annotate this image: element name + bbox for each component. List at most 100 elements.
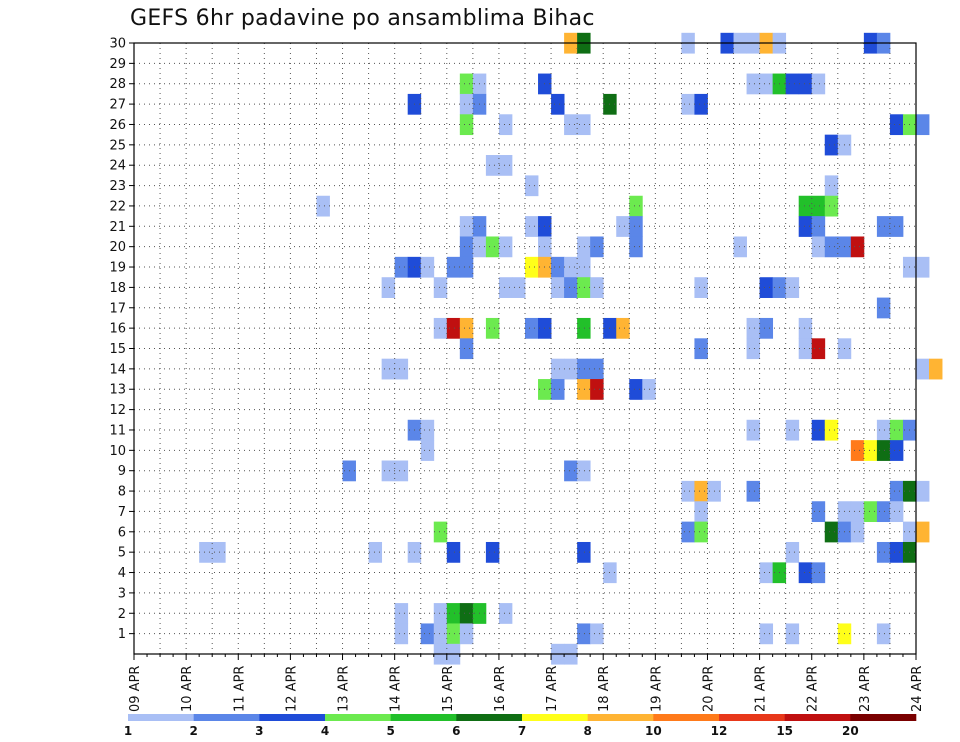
colorbar-swatch	[259, 714, 326, 721]
heatmap-cell	[485, 236, 500, 258]
heatmap-cell	[394, 623, 409, 645]
heatmap-cell	[577, 114, 591, 136]
heatmap-cell	[446, 541, 461, 563]
y-tick-label: 4	[118, 566, 126, 581]
heatmap-cell	[694, 521, 708, 543]
heatmap-cell	[590, 236, 604, 258]
heatmap-cell	[811, 216, 826, 237]
heatmap-cell	[381, 358, 396, 380]
heatmap-cell	[446, 623, 461, 645]
heatmap-cell	[863, 440, 878, 461]
heatmap-cell	[811, 501, 826, 523]
heatmap-cell	[485, 541, 500, 563]
y-tick-label: 22	[109, 199, 126, 214]
colorbar-label: 1	[124, 724, 132, 738]
x-tick-label: 24 APR	[910, 666, 925, 712]
heatmap-cell	[746, 480, 760, 502]
heatmap-cell	[746, 73, 760, 95]
heatmap-cell	[746, 317, 760, 339]
heatmap-cell	[420, 256, 435, 278]
y-tick-label: 30	[109, 37, 126, 52]
heatmap-cell	[681, 480, 695, 502]
colorbar-label: 6	[452, 724, 460, 738]
heatmap-cell	[759, 562, 774, 584]
heatmap-cell	[551, 256, 565, 278]
heatmap-cell	[564, 277, 578, 298]
heatmap-cell	[916, 358, 930, 380]
colorbar-label: 7	[518, 724, 526, 738]
colorbar-legend: 1 2 3 4 5 6 7 8 10 12 15 20	[124, 714, 917, 738]
heatmap-cell	[564, 358, 578, 380]
heatmap-cell	[824, 134, 839, 156]
y-tick-label: 28	[109, 77, 126, 92]
heatmap-cell	[811, 338, 826, 360]
heatmap-cell	[459, 114, 474, 136]
heatmap-cell	[785, 73, 800, 95]
heatmap-cell	[889, 114, 904, 136]
heatmap-cell	[681, 93, 695, 115]
heatmap-cell	[850, 440, 865, 461]
colorbar-label: 2	[189, 724, 197, 738]
y-tick-label: 19	[109, 261, 126, 276]
heatmap-cell	[525, 216, 539, 237]
heatmap-cell	[381, 277, 396, 298]
heatmap-cell	[876, 623, 891, 645]
heatmap-cell	[824, 521, 839, 543]
heatmap-cell	[551, 277, 565, 298]
heatmap-cell	[798, 338, 813, 360]
y-tick-label: 15	[109, 342, 126, 357]
heatmap-cell	[746, 419, 760, 441]
colorbar-label: 4	[321, 724, 329, 738]
y-tick-label: 7	[118, 505, 126, 520]
heatmap-cell	[577, 236, 591, 258]
heatmap-cell	[889, 216, 904, 237]
heatmap-cell	[577, 256, 591, 278]
y-tick-label: 12	[109, 403, 126, 418]
heatmap-cell	[759, 73, 774, 95]
heatmap-cell	[551, 379, 565, 400]
heatmap-cell	[850, 236, 865, 258]
heatmap-cell	[811, 419, 826, 441]
y-tick-label: 24	[109, 159, 126, 174]
heatmap-cell	[824, 195, 839, 217]
colorbar-swatch	[456, 714, 523, 721]
heatmap-cell	[785, 541, 800, 563]
heatmap-cell	[811, 73, 826, 95]
colorbar-label: 8	[583, 724, 591, 738]
heatmap-cell	[876, 541, 891, 563]
heatmap-cell	[577, 460, 591, 482]
colorbar-label: 3	[255, 724, 263, 738]
heatmap-cell	[433, 317, 448, 339]
heatmap-cell	[485, 317, 500, 339]
heatmap-cell	[916, 114, 930, 136]
heatmap-cell	[564, 114, 578, 136]
y-tick-label: 2	[118, 607, 126, 622]
colorbar-swatch	[325, 714, 391, 721]
heatmap-cell	[590, 379, 604, 400]
heatmap-cell	[525, 175, 539, 197]
heatmap-cell	[798, 317, 813, 339]
heatmap-cell	[759, 317, 774, 339]
heatmap-cell	[798, 216, 813, 237]
x-tick-label: 15 APR	[441, 666, 456, 712]
colorbar-swatch	[522, 714, 588, 721]
heatmap-cell	[889, 541, 904, 563]
heatmap-cell	[459, 236, 474, 258]
heatmap-cell	[459, 256, 474, 278]
heatmap-cell	[694, 480, 708, 502]
heatmap-cell	[916, 256, 930, 278]
heatmap-cell	[498, 114, 513, 136]
colorbar-label: 20	[842, 724, 859, 738]
heatmap-cell	[564, 460, 578, 482]
y-axis-ticks: 1234567891011121314151617181920212223242…	[109, 37, 134, 642]
heatmap-cell	[929, 358, 943, 380]
heatmap-cell	[316, 195, 330, 217]
heatmap-cell	[446, 603, 461, 624]
heatmap-cell	[798, 73, 813, 95]
heatmap-cell	[694, 277, 708, 298]
heatmap-cell	[785, 277, 800, 298]
heatmap-cell	[785, 623, 800, 645]
x-tick-label: 18 APR	[597, 666, 612, 712]
x-tick-label: 21 APR	[754, 666, 769, 712]
